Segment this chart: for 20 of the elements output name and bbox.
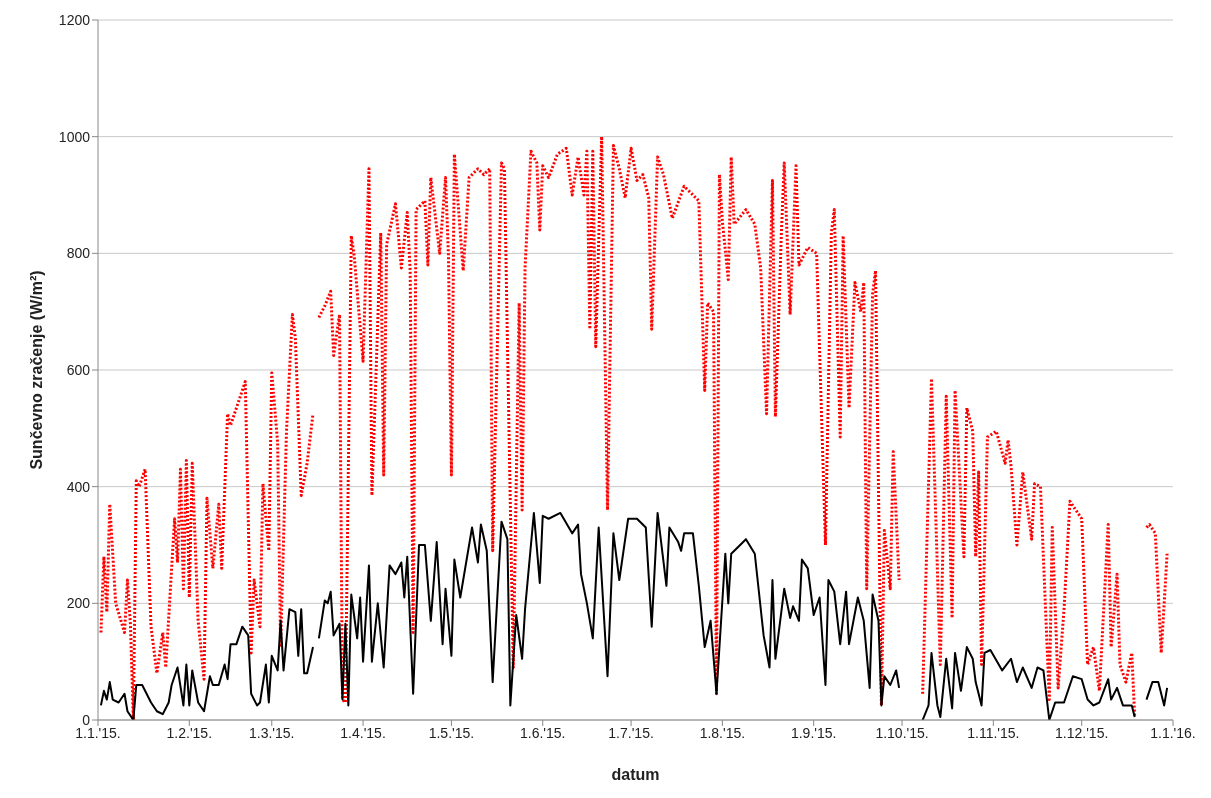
y-tick-label: 1200 — [58, 11, 91, 28]
y-tick-label: 200 — [66, 595, 91, 612]
x-tick-label: 1.11.'15. — [967, 724, 1020, 741]
x-tick-label: 1.7.'15. — [608, 724, 654, 741]
x-tick-label: 1.2.'15. — [166, 724, 213, 741]
x-tick-label: 1.10.'15. — [875, 724, 929, 741]
y-tick-label: 800 — [66, 245, 91, 262]
x-tick-label: 1.6.'15. — [519, 724, 566, 741]
x-axis-title: datum — [611, 766, 660, 783]
x-tick-label: 1.12.'15. — [1055, 724, 1109, 741]
y-tick-label: 600 — [66, 361, 91, 378]
x-tick-label: 1.4.'15. — [340, 724, 386, 741]
x-tick-label: 1.1.'16. — [1150, 724, 1196, 741]
x-tick-label: 1.3.'15. — [249, 724, 295, 741]
y-axis-title: Sunčevno zračenje (W/m²) — [28, 270, 45, 470]
y-tick-label: 1000 — [58, 128, 91, 145]
y-tick-label: 400 — [66, 478, 91, 495]
x-tick-label: 1.5.'15. — [428, 724, 475, 741]
x-tick-label: 1.8.'15. — [699, 724, 746, 741]
x-tick-label: 1.9.'15. — [790, 724, 837, 741]
